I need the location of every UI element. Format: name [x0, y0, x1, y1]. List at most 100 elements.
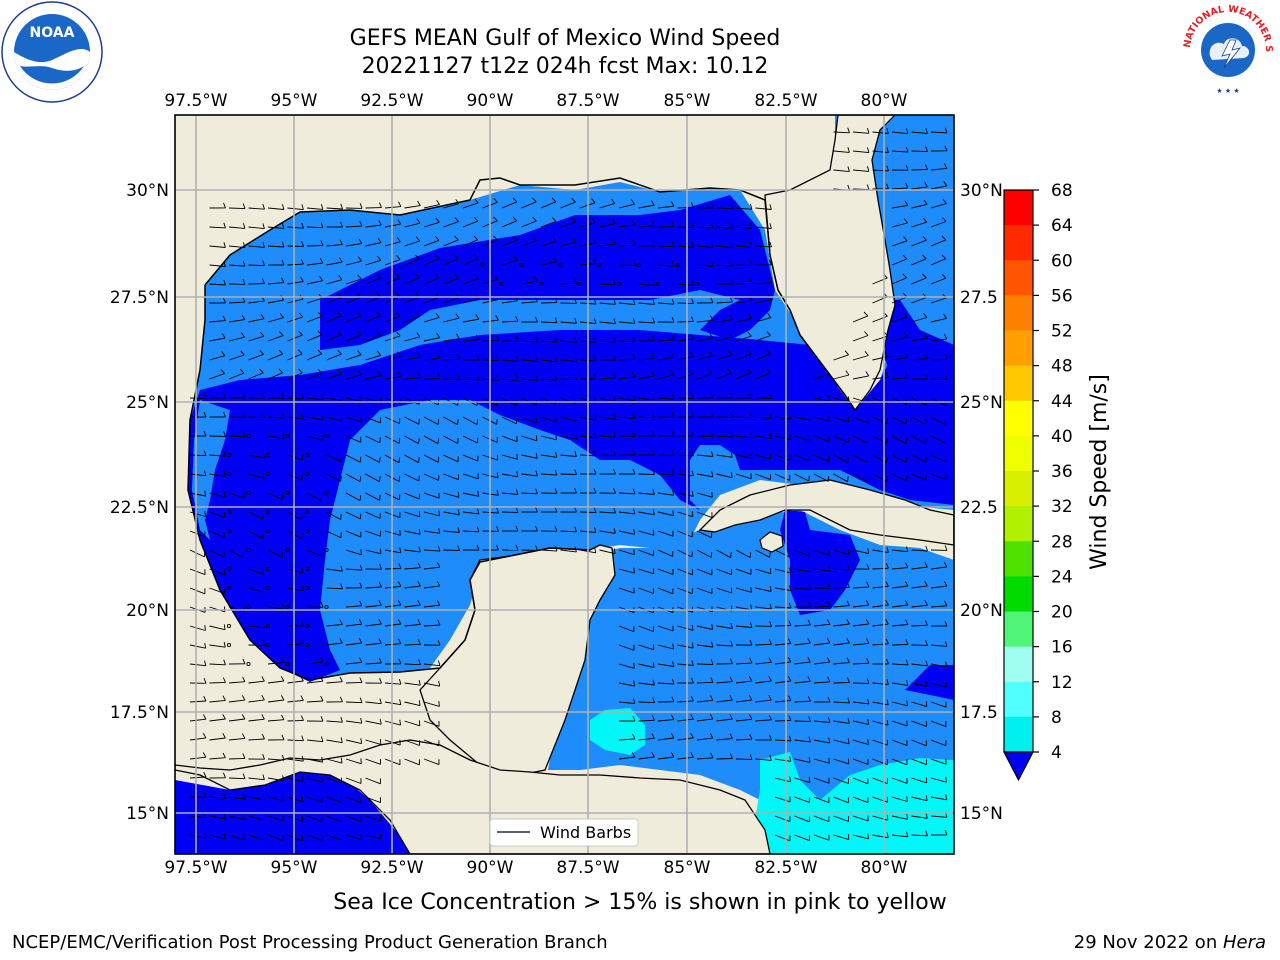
wind-barb: [677, 511, 694, 518]
wind-barb: [833, 677, 850, 684]
wind-barb: [306, 312, 323, 323]
wind-barb: [326, 619, 343, 627]
wind-barb: [618, 371, 636, 380]
wind-barb: [423, 454, 440, 463]
wind-barb: [306, 414, 324, 421]
wind-barb: [813, 676, 831, 684]
wind-barb: [638, 299, 655, 305]
wind-barb: [267, 734, 285, 741]
wind-barb: [618, 508, 636, 515]
colorbar-segment: [1004, 400, 1033, 437]
wind-barb: [813, 601, 831, 608]
wind-barb: [872, 619, 889, 627]
wind-barb: [735, 473, 752, 480]
wind-barb: [755, 621, 772, 627]
wind-barb: [501, 255, 518, 266]
wind-barb: [891, 236, 908, 247]
wind-barb: [228, 368, 245, 380]
wind-barb: [638, 662, 655, 668]
wind-barb: [930, 661, 948, 668]
wind-barb: [306, 222, 324, 229]
wind-barb: [540, 236, 557, 247]
wind-barb: [813, 583, 831, 589]
wind-barb: [833, 166, 850, 173]
wind-barb: [501, 416, 518, 425]
wind-barb: [501, 507, 519, 513]
wind-barb: [755, 368, 771, 380]
calm-marker: [558, 262, 563, 268]
wind-barb: [735, 586, 752, 593]
wind-barb: [287, 368, 303, 380]
calm-marker: [519, 262, 524, 268]
wind-barb: [345, 274, 362, 285]
wind-barb: [755, 755, 772, 761]
wind-barb: [267, 492, 284, 501]
wind-barb: [852, 435, 869, 444]
wind-barb: [833, 657, 850, 665]
wind-barb: [228, 279, 246, 285]
footer-host: Hera: [1222, 932, 1266, 953]
wind-barb: [462, 254, 479, 266]
wind-barb: [852, 563, 870, 570]
lat-tick-label-right: 17.5: [960, 703, 998, 723]
colorbar-tick-label: 40: [1051, 427, 1073, 447]
wind-barb: [404, 758, 420, 766]
wind-barb: [326, 583, 343, 590]
wind-barb: [521, 506, 538, 513]
wind-barb: [189, 587, 206, 595]
wind-barb: [306, 796, 323, 803]
wind-barb: [677, 393, 694, 399]
wind-barb: [404, 435, 420, 444]
wind-barb: [404, 639, 421, 646]
wind-barb: [228, 492, 245, 499]
wind-barb: [423, 312, 440, 323]
wind-barb: [774, 473, 791, 481]
calm-marker: [226, 585, 232, 591]
wind-barb: [911, 720, 927, 727]
wind-barb: [404, 528, 421, 535]
wind-barb: [619, 449, 636, 456]
wind-barb: [716, 472, 733, 479]
wind-barb: [423, 527, 441, 534]
wind-barb: [911, 273, 927, 285]
wind-barb: [365, 274, 381, 285]
wind-barb: [560, 217, 577, 228]
wind-barb: [248, 640, 265, 646]
wind-barb: [599, 336, 616, 343]
wind-barb: [618, 336, 636, 343]
wind-barb: [755, 259, 772, 266]
wind-barb: [755, 549, 771, 558]
wind-barb: [794, 796, 810, 803]
calm-marker: [226, 642, 232, 648]
colorbar-tick-label: 24: [1051, 567, 1073, 587]
wind-barb: [560, 526, 577, 533]
wind-barb: [813, 777, 830, 784]
lat-tick-label-right: 15°N: [960, 804, 1003, 824]
calm-marker: [304, 509, 310, 515]
lon-tick-label-bottom: 87.5°W: [556, 858, 619, 878]
wind-barb: [599, 198, 616, 209]
wind-barb: [716, 314, 733, 323]
lon-tick-label-top: 92.5°W: [360, 91, 423, 111]
wind-barb: [404, 619, 421, 627]
calm-marker: [265, 642, 271, 648]
wind-barb: [404, 332, 421, 342]
wind-barb: [638, 509, 655, 516]
wind-barb: [540, 356, 558, 363]
calm-marker: [246, 490, 251, 496]
lat-tick-label-right: 22.5: [960, 498, 998, 518]
wind-barb: [774, 796, 791, 803]
wind-barb: [443, 435, 459, 444]
wind-barb: [813, 815, 830, 823]
wind-barb: [872, 796, 889, 803]
wind-barb: [443, 374, 460, 380]
wind-barb: [833, 619, 850, 627]
wind-barb: [911, 562, 928, 570]
wind-barb: [365, 638, 382, 646]
colorbar-tick-label: 64: [1051, 216, 1073, 236]
wind-barb: [696, 451, 714, 457]
wind-barb: [423, 416, 440, 425]
wind-barb: [774, 676, 792, 684]
wind-barb: [540, 488, 558, 494]
wind-barb: [735, 549, 752, 558]
